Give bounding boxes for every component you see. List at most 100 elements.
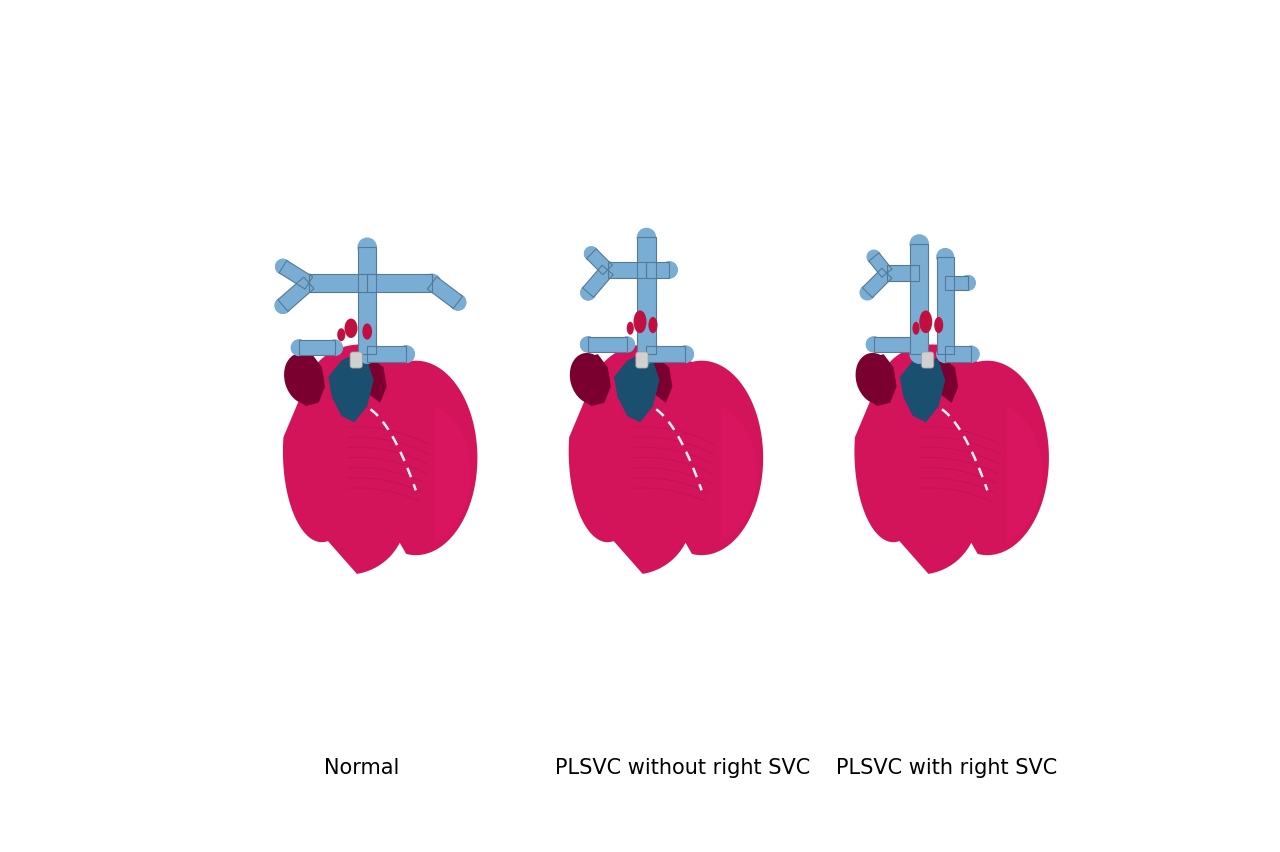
Polygon shape — [279, 262, 312, 290]
Circle shape — [302, 276, 316, 291]
Circle shape — [964, 347, 979, 363]
Polygon shape — [572, 354, 611, 406]
Polygon shape — [874, 337, 913, 353]
Polygon shape — [644, 358, 672, 403]
Circle shape — [398, 347, 415, 363]
Circle shape — [358, 275, 376, 292]
Polygon shape — [646, 262, 669, 279]
Circle shape — [581, 337, 595, 353]
Circle shape — [662, 262, 677, 279]
Polygon shape — [608, 262, 646, 279]
Circle shape — [910, 346, 928, 364]
Ellipse shape — [337, 329, 346, 342]
Circle shape — [275, 260, 291, 274]
Circle shape — [637, 346, 655, 364]
Polygon shape — [358, 248, 376, 354]
Circle shape — [911, 266, 927, 281]
Polygon shape — [858, 354, 896, 406]
Polygon shape — [614, 354, 659, 423]
Circle shape — [620, 337, 635, 353]
Polygon shape — [586, 250, 612, 275]
Polygon shape — [328, 354, 374, 423]
Circle shape — [868, 251, 881, 264]
Circle shape — [451, 296, 466, 311]
Circle shape — [301, 275, 317, 292]
Polygon shape — [582, 266, 613, 298]
Ellipse shape — [919, 311, 932, 334]
Polygon shape — [278, 278, 314, 312]
Circle shape — [960, 276, 975, 291]
Polygon shape — [300, 341, 335, 356]
Circle shape — [867, 337, 882, 353]
Polygon shape — [721, 406, 756, 543]
Ellipse shape — [913, 322, 919, 336]
Circle shape — [938, 276, 952, 291]
Polygon shape — [283, 345, 477, 574]
Circle shape — [581, 286, 595, 301]
Text: PLSVC with right SVC: PLSVC with right SVC — [836, 757, 1057, 777]
Circle shape — [292, 341, 307, 356]
Circle shape — [937, 347, 954, 363]
Circle shape — [860, 286, 874, 300]
Ellipse shape — [362, 324, 372, 340]
Circle shape — [662, 262, 677, 279]
Circle shape — [964, 347, 979, 363]
Polygon shape — [855, 345, 1048, 574]
Circle shape — [637, 229, 655, 247]
Ellipse shape — [570, 354, 609, 405]
Polygon shape — [357, 358, 387, 403]
Circle shape — [425, 276, 440, 291]
Polygon shape — [568, 345, 763, 574]
Circle shape — [292, 341, 307, 356]
Circle shape — [639, 262, 654, 279]
Polygon shape — [435, 406, 471, 543]
Polygon shape — [913, 381, 938, 423]
Circle shape — [879, 267, 893, 281]
Circle shape — [600, 264, 614, 278]
Circle shape — [581, 337, 595, 353]
Polygon shape — [588, 337, 627, 353]
Circle shape — [639, 262, 654, 279]
Polygon shape — [929, 358, 959, 403]
Polygon shape — [637, 239, 655, 354]
Circle shape — [581, 286, 595, 301]
Text: Normal: Normal — [324, 757, 399, 777]
Polygon shape — [869, 254, 892, 278]
Polygon shape — [945, 276, 968, 291]
Ellipse shape — [344, 320, 357, 338]
Polygon shape — [900, 354, 945, 423]
Circle shape — [677, 347, 694, 363]
Ellipse shape — [934, 318, 943, 334]
Circle shape — [937, 347, 954, 363]
Circle shape — [881, 268, 893, 280]
Circle shape — [398, 347, 415, 363]
Ellipse shape — [634, 311, 646, 334]
Ellipse shape — [855, 354, 896, 405]
Circle shape — [599, 262, 616, 279]
Circle shape — [905, 337, 920, 353]
FancyBboxPatch shape — [922, 353, 934, 369]
Circle shape — [275, 260, 291, 274]
Polygon shape — [646, 347, 685, 363]
Ellipse shape — [649, 318, 658, 334]
Circle shape — [867, 337, 882, 353]
FancyBboxPatch shape — [349, 353, 362, 369]
Circle shape — [451, 296, 466, 311]
Circle shape — [328, 341, 343, 356]
Circle shape — [960, 276, 975, 291]
Circle shape — [868, 251, 881, 264]
Polygon shape — [937, 257, 954, 354]
Circle shape — [860, 286, 874, 300]
Polygon shape — [627, 381, 653, 423]
Circle shape — [301, 276, 316, 291]
Circle shape — [358, 239, 376, 257]
Circle shape — [879, 266, 895, 281]
Circle shape — [275, 298, 291, 314]
Circle shape — [275, 298, 291, 314]
Circle shape — [677, 347, 694, 363]
Ellipse shape — [627, 322, 634, 336]
Polygon shape — [428, 278, 462, 309]
Polygon shape — [367, 275, 433, 292]
Polygon shape — [308, 275, 367, 292]
Circle shape — [910, 236, 928, 254]
